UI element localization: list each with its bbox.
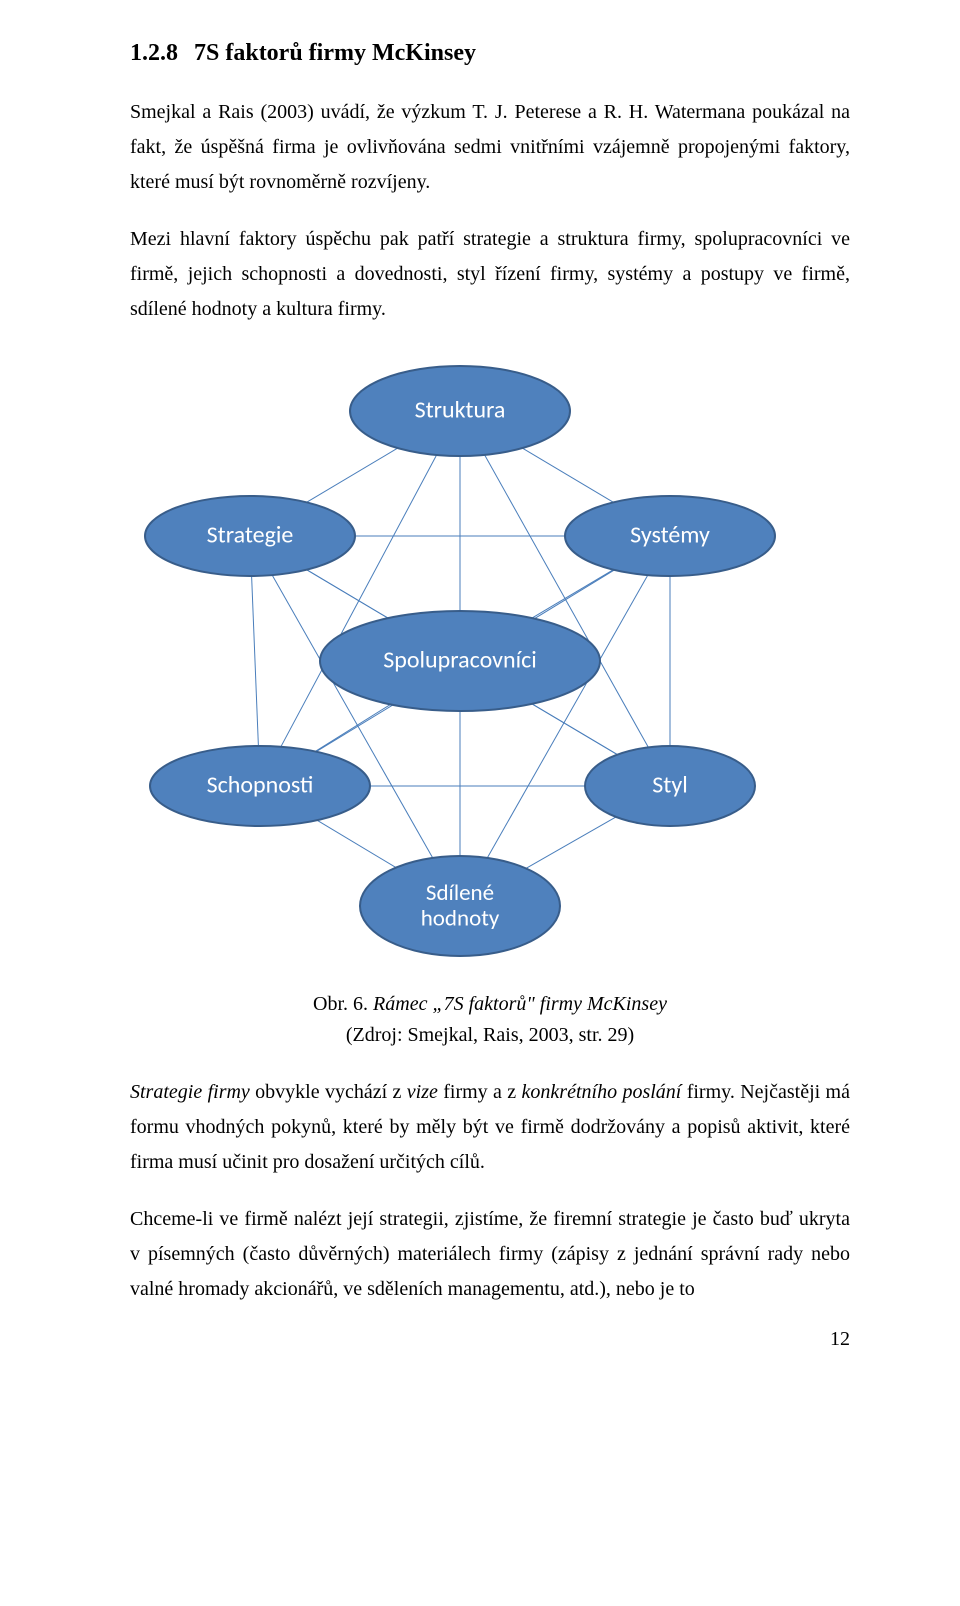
diagram-edge <box>532 570 613 618</box>
diagram-nodes: Struktura Strategie Systémy Spolupracovníci… <box>145 366 775 956</box>
diagram-edge <box>317 820 396 867</box>
diagram-node-label-strategie: Strategie <box>207 521 294 550</box>
diagram-edge <box>307 448 398 502</box>
diagram-node-label-systemy: Systémy <box>630 521 710 550</box>
page: 1.2.8 7S faktorů firmy McKinsey Smejkal a… <box>0 0 960 1369</box>
section-title: 7S faktorů firmy McKinsey <box>194 40 476 66</box>
diagram-container: Struktura Strategie Systémy Spolupracovníci… <box>130 351 850 971</box>
diagram-node-label-struktura: Struktura <box>415 396 506 425</box>
diagram-edge <box>526 817 616 869</box>
figure-source: (Zdroj: Smejkal, Rais, 2003, str. 29) <box>346 1024 634 1046</box>
paragraph-1: Smejkal a Rais (2003) uvádí, že výzkum T… <box>130 95 850 200</box>
diagram-node-label-styl: Styl <box>652 771 687 800</box>
diagram-node-label-spolupracovnici: Spolupracovníci <box>383 646 537 675</box>
section-number: 1.2.8 <box>130 40 178 67</box>
page-number: 12 <box>830 1328 850 1351</box>
paragraph-4: Chceme-li ve firmě nalézt její strategii… <box>130 1202 850 1307</box>
figure-number: Obr. 6. <box>313 993 373 1015</box>
diagram-edge <box>532 704 617 755</box>
figure-title: Rámec „7S faktorů" firmy McKinsey <box>373 993 667 1015</box>
paragraph-2: Mezi hlavní faktory úspěchu pak patří st… <box>130 222 850 327</box>
paragraph-3: Strategie firmy obvykle vychází z vize f… <box>130 1075 850 1180</box>
p3-emph-2: vize <box>407 1081 438 1103</box>
diagram-node-label-schopnosti: Schopnosti <box>207 771 314 800</box>
p3-text-2: firmy a z <box>438 1081 522 1103</box>
diagram-7s: Struktura Strategie Systémy Spolupracovníci… <box>130 351 790 971</box>
diagram-edge <box>252 576 259 746</box>
diagram-node-label-sdilene-1: Sdílené <box>426 879 494 907</box>
diagram-node-label-sdilene-2: hodnoty <box>421 904 500 932</box>
figure-caption: Obr. 6. Rámec „7S faktorů" firmy McKinse… <box>130 989 850 1051</box>
section-heading: 1.2.8 7S faktorů firmy McKinsey <box>130 40 850 67</box>
p3-emph-1: Strategie firmy <box>130 1081 250 1103</box>
p3-text-1: obvykle vychází z <box>250 1081 407 1103</box>
diagram-edge <box>522 448 613 502</box>
diagram-edge <box>315 704 390 751</box>
p3-emph-3: konkrétního poslání <box>522 1081 682 1103</box>
